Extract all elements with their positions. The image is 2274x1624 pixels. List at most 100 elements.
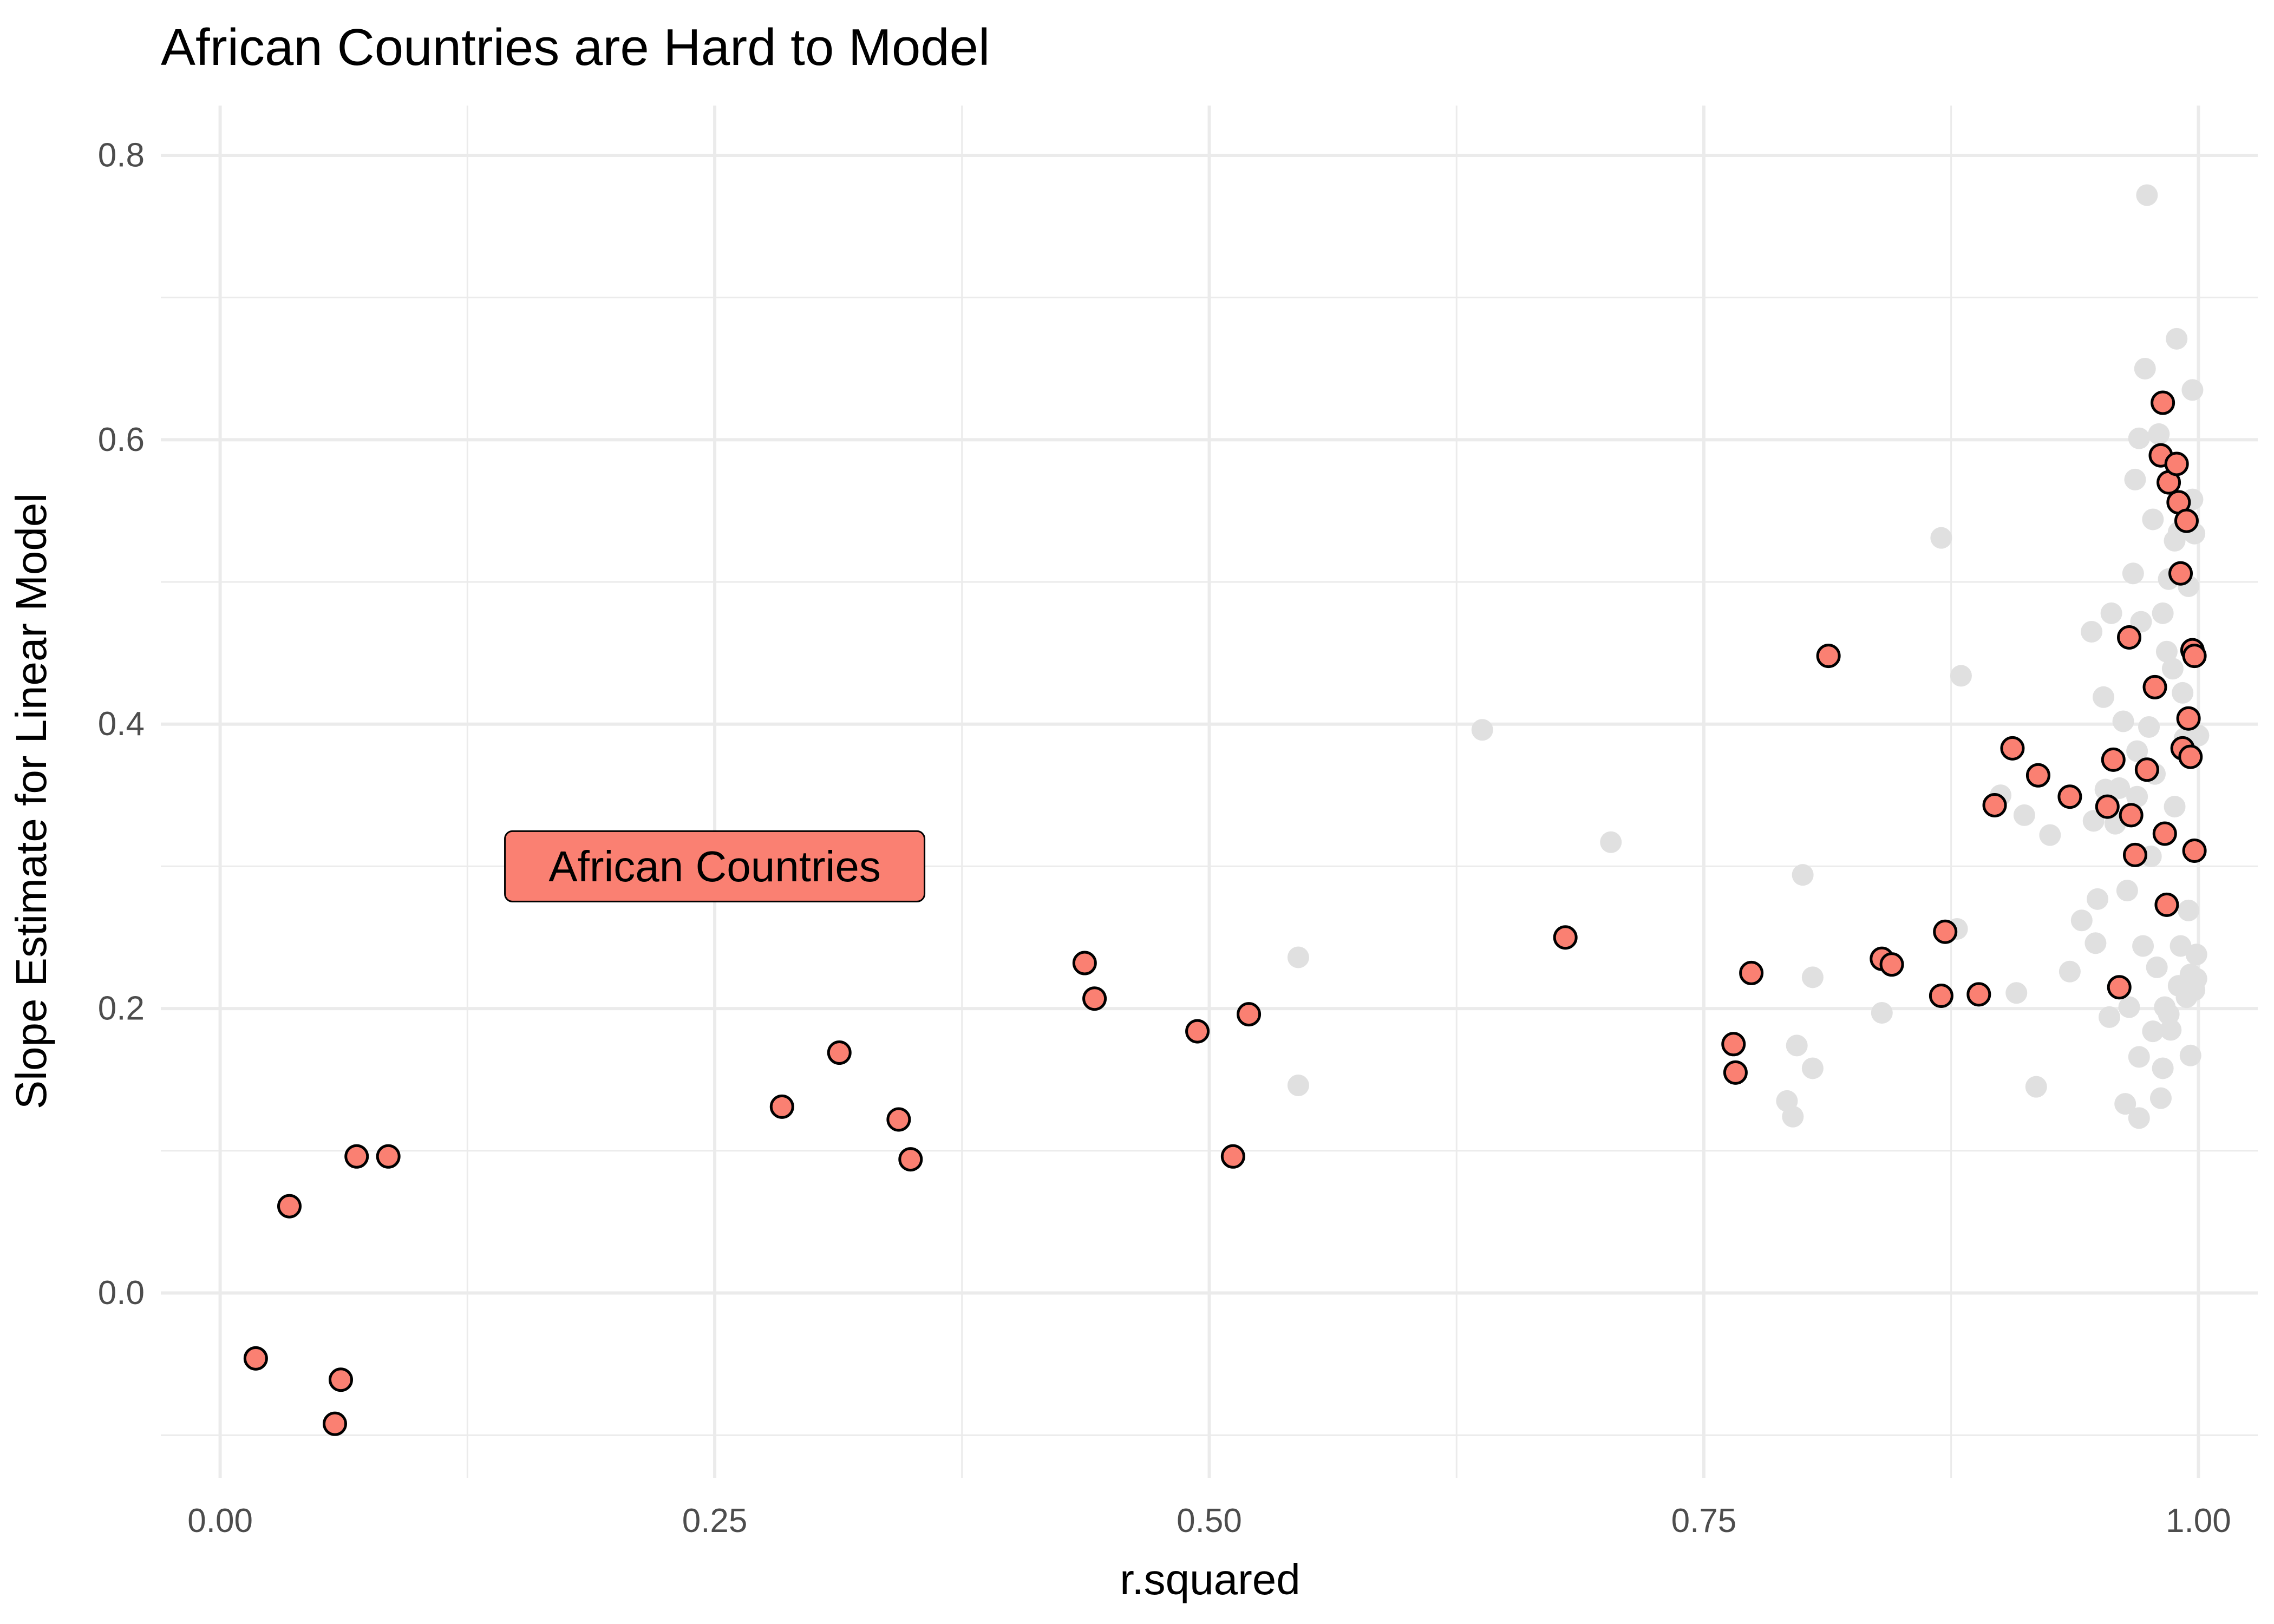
data-point-african <box>827 1040 852 1065</box>
data-point-other <box>2098 1006 2120 1028</box>
data-point-african <box>2176 706 2201 731</box>
annotation: African Countries <box>504 830 926 902</box>
data-point-other <box>2136 184 2158 206</box>
data-point-other <box>1782 1105 1804 1128</box>
data-point-other <box>2005 982 2028 1004</box>
data-point-other <box>2134 357 2156 379</box>
data-point-other <box>2132 935 2154 957</box>
data-point-african <box>2152 821 2177 846</box>
y-tick-label: 0.2 <box>98 990 145 1027</box>
data-point-african <box>2178 744 2203 769</box>
data-point-other <box>2146 956 2168 978</box>
data-point-african <box>2119 803 2144 828</box>
data-point-other <box>2185 967 2207 990</box>
data-point-african <box>2182 839 2207 863</box>
data-point-other <box>2100 602 2122 624</box>
data-point-other <box>1600 831 1622 853</box>
data-point-african <box>1185 1019 1210 1044</box>
data-point-other <box>2166 328 2188 350</box>
x-tick-label: 0.00 <box>187 1502 253 1540</box>
data-point-other <box>2128 427 2150 449</box>
data-point-other <box>1792 864 1814 886</box>
data-point-other <box>1871 1001 1893 1024</box>
data-point-other <box>2122 562 2144 585</box>
data-point-african <box>323 1411 348 1436</box>
data-point-african <box>2174 508 2199 533</box>
data-point-other <box>2161 658 2184 680</box>
data-point-other <box>2142 508 2164 531</box>
data-point-african <box>1072 951 1097 975</box>
data-point-other <box>1471 719 1493 741</box>
data-point-african <box>2025 763 2050 788</box>
data-point-african <box>2107 975 2132 1000</box>
annotation-box <box>504 830 926 902</box>
data-point-african <box>376 1144 401 1169</box>
data-point-other <box>2013 804 2035 826</box>
african-countries-points <box>243 390 2207 1436</box>
data-point-other <box>2128 1107 2150 1129</box>
data-point-african <box>1816 644 1841 669</box>
y-tick-label: 0.6 <box>98 421 145 459</box>
data-point-other <box>2142 1020 2164 1043</box>
data-point-african <box>2057 784 2082 809</box>
data-point-other <box>2118 996 2140 1018</box>
data-point-african <box>2117 625 2142 650</box>
data-point-other <box>2084 932 2107 954</box>
data-point-other <box>1786 1034 1808 1057</box>
data-point-other <box>2087 888 2109 910</box>
data-point-african <box>2142 675 2167 699</box>
data-point-other <box>2160 1019 2182 1041</box>
data-point-other <box>2172 682 2194 704</box>
data-point-african <box>1966 982 1991 1007</box>
data-point-other <box>1950 665 1972 687</box>
data-point-other <box>2170 935 2192 957</box>
data-point-other <box>2114 1093 2136 1115</box>
x-tick-label: 1.00 <box>2166 1502 2231 1540</box>
data-point-african <box>328 1367 353 1392</box>
data-point-other <box>1930 527 1952 549</box>
data-point-other <box>2112 710 2134 732</box>
x-tick-label: 0.50 <box>1177 1502 1242 1540</box>
data-point-african <box>1982 793 2007 817</box>
data-point-other <box>2148 423 2170 445</box>
data-point-african <box>2182 644 2207 669</box>
data-point-african <box>1929 983 1953 1008</box>
data-point-african <box>1723 1060 1748 1085</box>
data-point-african <box>2122 842 2147 867</box>
y-tick-label: 0.8 <box>98 136 145 174</box>
data-point-african <box>2095 794 2120 819</box>
data-point-other <box>2126 740 2148 762</box>
data-point-other <box>1287 946 1309 968</box>
y-tick-label: 0.0 <box>98 1274 145 1312</box>
data-point-african <box>1721 1032 1746 1057</box>
data-point-other <box>1801 1057 1824 1079</box>
data-point-african <box>2151 390 2175 415</box>
data-point-other <box>2128 1046 2150 1068</box>
data-point-african <box>1933 919 1958 944</box>
data-point-other <box>2152 1057 2174 1079</box>
data-point-african <box>2101 747 2126 772</box>
data-point-african <box>898 1147 923 1172</box>
data-point-other <box>2179 1044 2201 1066</box>
data-point-other <box>2178 899 2200 921</box>
data-point-other <box>1287 1074 1309 1096</box>
data-point-african <box>344 1144 369 1169</box>
data-point-other <box>2081 620 2103 643</box>
data-point-african <box>1879 952 1904 977</box>
data-point-other <box>1801 966 1824 988</box>
annotation-label: African Countries <box>548 842 881 890</box>
data-point-other <box>2155 640 2178 663</box>
data-point-african <box>277 1194 302 1219</box>
data-point-other <box>2164 796 2186 818</box>
y-tick-label: 0.4 <box>98 705 145 743</box>
data-point-other <box>2070 909 2093 932</box>
data-point-other <box>2187 724 2210 746</box>
data-point-other <box>2025 1076 2047 1098</box>
data-point-african <box>1739 960 1764 985</box>
y-axis-ticks: 0.0 0.2 0.4 0.6 0.8 <box>98 136 145 1312</box>
data-point-african <box>1220 1144 1245 1169</box>
x-axis-ticks: 0.00 0.25 0.50 0.75 1.00 <box>187 1502 2231 1540</box>
data-point-african <box>2164 451 2189 476</box>
data-point-african <box>1082 986 1107 1011</box>
